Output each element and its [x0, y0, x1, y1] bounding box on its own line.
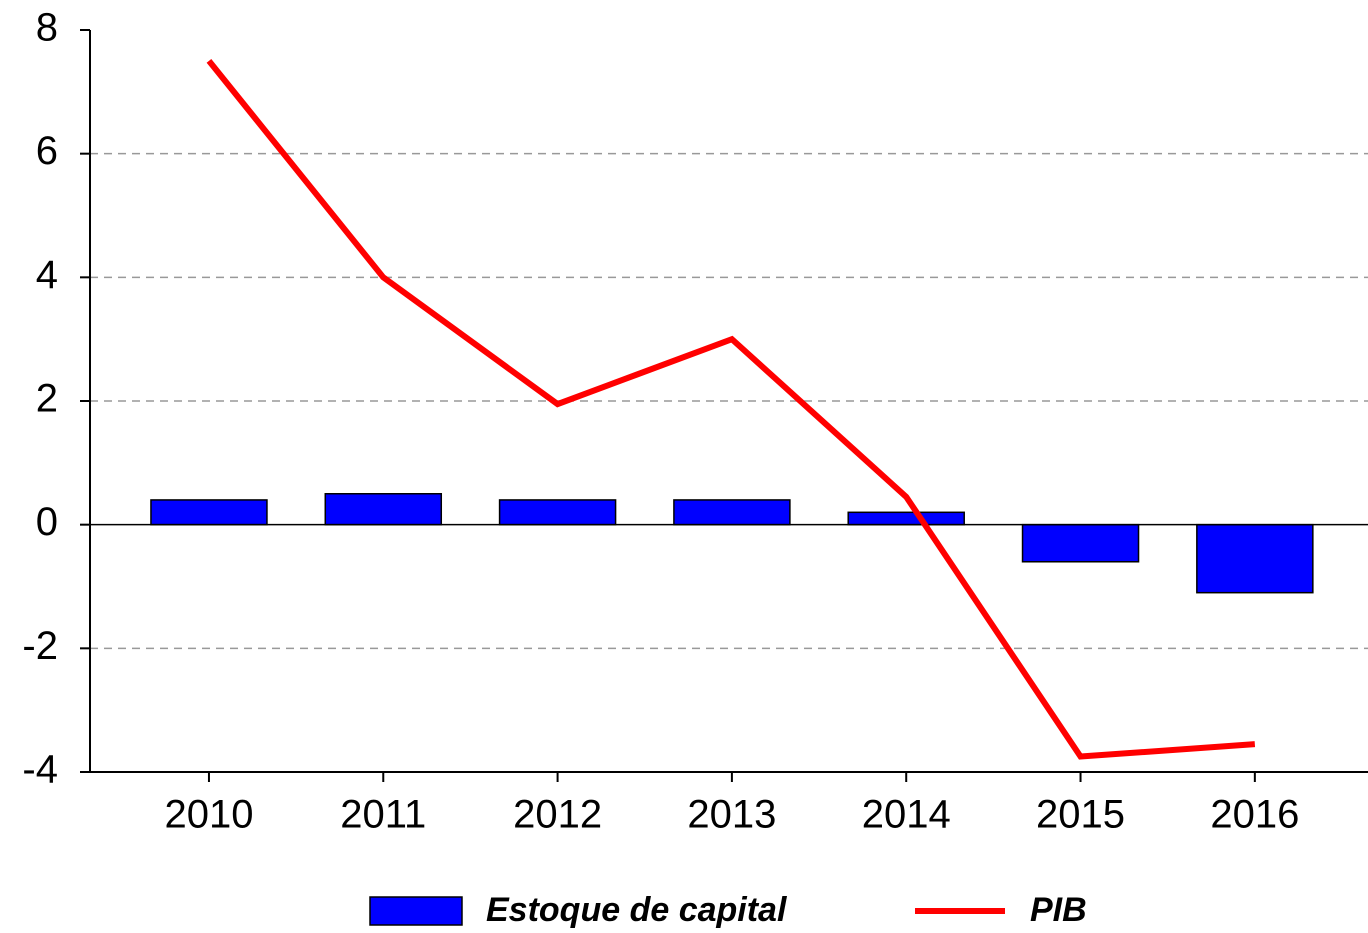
bar: [324, 493, 443, 526]
bar: [673, 499, 791, 526]
x-tick-label: 2010: [164, 793, 253, 837]
y-tick-label: 8: [36, 6, 58, 50]
bar: [150, 499, 268, 526]
x-tick-label: 2016: [1210, 793, 1299, 837]
bar: [1021, 523, 1140, 563]
x-tick-label: 2015: [1036, 793, 1125, 837]
bar: [1196, 523, 1314, 594]
bar: [498, 499, 617, 526]
line: [206, 59, 1256, 760]
y-tick-label: 4: [36, 253, 58, 297]
x-tick-label: 2014: [862, 793, 951, 837]
legend-swatch: [369, 896, 463, 926]
legend-label: Estoque de capital: [486, 891, 788, 929]
y-tick-label: -4: [22, 748, 58, 792]
bar: [847, 511, 965, 526]
y-tick-label: 2: [36, 377, 58, 421]
x-tick-label: 2012: [513, 793, 602, 837]
x-tick-label: 2011: [340, 793, 426, 837]
legend-label: PIB: [1030, 891, 1087, 929]
y-tick-label: -2: [22, 624, 58, 668]
y-tick-label: 0: [36, 500, 58, 544]
x-tick-label: 2013: [687, 793, 776, 837]
y-tick-label: 6: [36, 129, 58, 173]
